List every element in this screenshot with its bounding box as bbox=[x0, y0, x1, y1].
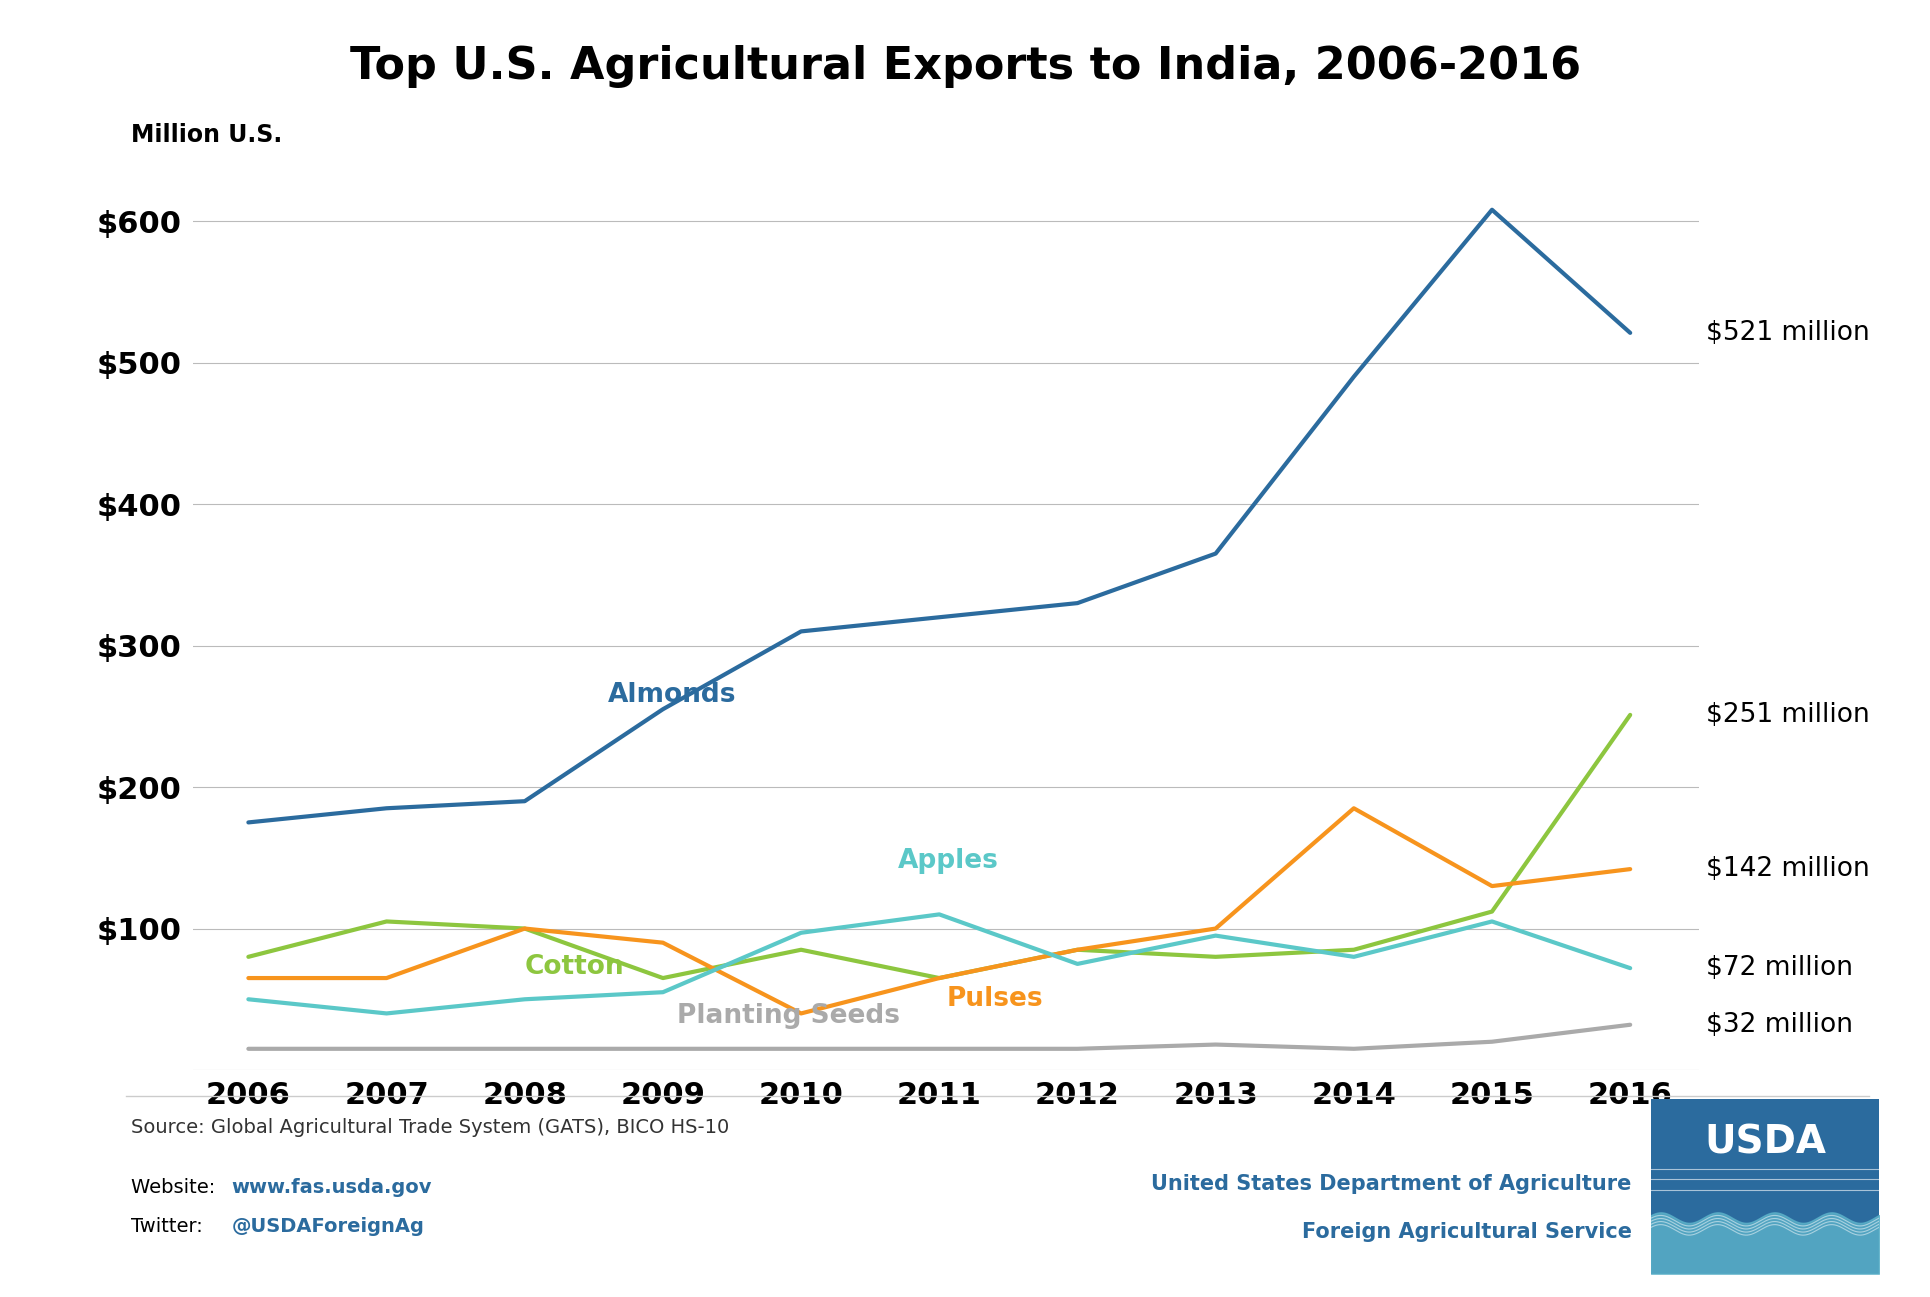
Text: Million U.S.: Million U.S. bbox=[131, 123, 282, 148]
Text: Planting Seeds: Planting Seeds bbox=[676, 1004, 899, 1030]
Text: Pulses: Pulses bbox=[946, 986, 1042, 1012]
FancyBboxPatch shape bbox=[1650, 1099, 1878, 1274]
Text: Twitter:: Twitter: bbox=[131, 1217, 208, 1236]
Text: Top U.S. Agricultural Exports to India, 2006-2016: Top U.S. Agricultural Exports to India, … bbox=[349, 45, 1581, 88]
Text: $251 million: $251 million bbox=[1706, 702, 1868, 728]
Text: USDA: USDA bbox=[1702, 1123, 1826, 1161]
Text: $32 million: $32 million bbox=[1706, 1012, 1853, 1038]
Text: @USDAForeignAg: @USDAForeignAg bbox=[232, 1217, 425, 1236]
Text: Apples: Apples bbox=[897, 848, 998, 874]
Text: Cotton: Cotton bbox=[525, 953, 623, 979]
Text: Website:: Website: bbox=[131, 1178, 222, 1197]
Text: Source: Global Agricultural Trade System (GATS), BICO HS-10: Source: Global Agricultural Trade System… bbox=[131, 1118, 730, 1137]
Text: $521 million: $521 million bbox=[1706, 320, 1868, 346]
Text: www.fas.usda.gov: www.fas.usda.gov bbox=[232, 1178, 432, 1197]
Text: Almonds: Almonds bbox=[608, 682, 735, 708]
Text: Foreign Agricultural Service: Foreign Agricultural Service bbox=[1301, 1222, 1631, 1241]
Text: $72 million: $72 million bbox=[1706, 955, 1853, 981]
Text: United States Department of Agriculture: United States Department of Agriculture bbox=[1150, 1174, 1631, 1193]
Text: $142 million: $142 million bbox=[1706, 856, 1868, 882]
